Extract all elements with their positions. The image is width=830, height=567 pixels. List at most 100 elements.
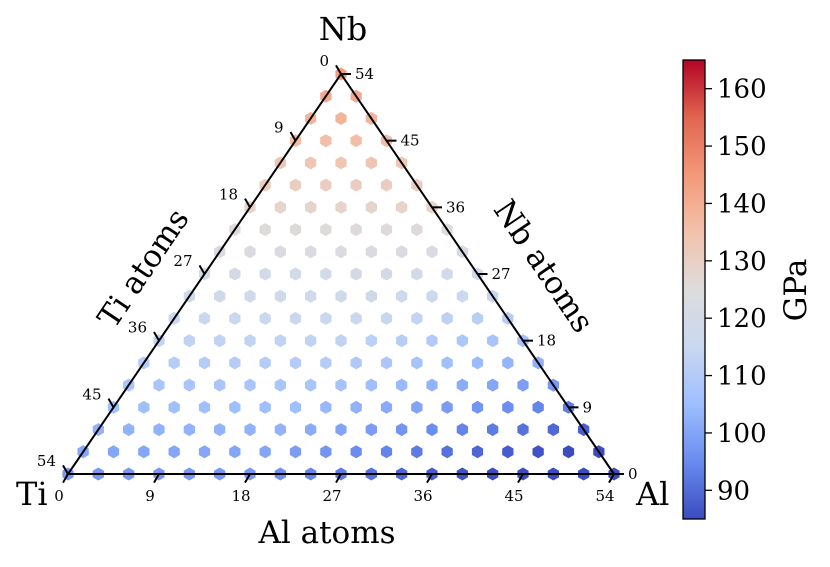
hex-cell <box>320 400 332 414</box>
hex-cell <box>350 178 362 192</box>
tick-label-al-atoms: 36 <box>413 487 432 505</box>
hex-cell <box>244 289 256 303</box>
hex-cell <box>320 267 332 281</box>
hex-cell <box>335 156 347 170</box>
hex-cell <box>259 356 271 370</box>
hex-cell <box>517 423 529 437</box>
hex-cell <box>198 356 211 370</box>
hex-cell <box>229 400 241 414</box>
hex-cell <box>365 200 377 214</box>
hex-cell <box>198 311 211 325</box>
hex-cell <box>198 445 211 459</box>
hex-cell <box>214 378 226 392</box>
hex-cell <box>411 356 423 370</box>
hex-cell <box>274 334 286 348</box>
hex-cell <box>335 245 347 259</box>
hex-cell <box>350 134 362 148</box>
colorbar-tick-label: 90 <box>717 476 750 506</box>
hex-cell <box>456 289 468 303</box>
hex-cell <box>168 400 180 414</box>
hex-cell <box>320 311 332 325</box>
tick-label-al-atoms: 27 <box>322 487 341 505</box>
hex-cell <box>335 334 347 348</box>
colorbar-tick-label: 160 <box>717 75 767 105</box>
tick-label-ti-atoms: 45 <box>82 385 101 403</box>
corner-label-ti: Ti <box>16 475 48 513</box>
hex-cell <box>274 289 286 303</box>
hex-cell <box>107 445 120 459</box>
hex-cell <box>396 200 408 214</box>
hex-cell <box>198 400 211 414</box>
hex-cell <box>365 156 377 170</box>
hex-cell <box>471 311 484 325</box>
hex-cell <box>244 334 256 348</box>
hex-cell <box>289 445 302 459</box>
hex-cell <box>562 445 575 459</box>
tick-ti-atoms <box>335 64 342 75</box>
hex-cell <box>153 423 165 437</box>
hex-cell <box>320 134 332 148</box>
hex-cell <box>244 245 256 259</box>
hex-cell <box>396 378 408 392</box>
hex-cell <box>426 289 438 303</box>
hex-cell <box>153 378 165 392</box>
hex-cell <box>411 445 423 459</box>
hex-cell <box>380 400 393 414</box>
colorbar-tick-label: 150 <box>717 132 767 162</box>
hex-cell <box>396 423 408 437</box>
tick-al-atoms <box>62 473 69 484</box>
hex-cell <box>426 334 438 348</box>
hex-cell <box>320 178 332 192</box>
hex-cell <box>289 223 302 237</box>
tick-label-al-atoms: 54 <box>595 487 614 505</box>
axis-title-al-atoms: Al atoms <box>257 515 395 551</box>
hex-cell <box>411 267 423 281</box>
hex-cell <box>502 445 514 459</box>
tick-ti-atoms <box>107 398 115 408</box>
tick-label-nb-atoms: 27 <box>492 265 511 283</box>
hex-cell <box>259 223 271 237</box>
hex-cell <box>380 445 393 459</box>
hex-cell <box>441 311 453 325</box>
hex-cell <box>305 200 317 214</box>
tick-label-ti-atoms: 54 <box>37 452 56 470</box>
hex-cell <box>426 245 438 259</box>
hex-cell <box>305 378 317 392</box>
hex-cell <box>168 356 180 370</box>
hex-cell <box>259 311 271 325</box>
hex-cell <box>274 423 286 437</box>
hex-cell <box>305 423 317 437</box>
tick-ti-atoms <box>289 131 297 142</box>
hex-cell <box>380 178 393 192</box>
tick-label-nb-atoms: 54 <box>355 65 374 83</box>
colorbar-tick-label: 110 <box>717 362 767 392</box>
tick-label-ti-atoms: 0 <box>319 52 329 70</box>
hex-cell <box>350 445 362 459</box>
hex-cell <box>244 423 256 437</box>
tick-layer: 0 9 18 27 36 45 54 0 9 18 27 36 45 54 0 9 18 27 36 45 54 <box>37 52 638 505</box>
hex-cell <box>335 423 347 437</box>
hex-cell <box>411 400 423 414</box>
hex-cell <box>259 400 271 414</box>
tick-label-ti-atoms: 36 <box>128 319 147 337</box>
hex-cell <box>502 400 514 414</box>
tick-label-nb-atoms: 18 <box>537 332 556 350</box>
tick-label-al-atoms: 18 <box>231 487 250 505</box>
hex-cell <box>517 378 529 392</box>
hex-cell <box>274 378 286 392</box>
hex-cell <box>365 378 377 392</box>
hex-cell <box>441 267 453 281</box>
hex-cell <box>289 267 302 281</box>
tick-label-al-atoms: 9 <box>145 487 155 505</box>
hex-cell <box>289 400 302 414</box>
tick-al-atoms <box>426 473 433 484</box>
hex-cell <box>365 334 377 348</box>
tick-al-atoms <box>153 473 160 484</box>
corner-label-al: Al <box>635 475 669 513</box>
hex-cell <box>365 289 377 303</box>
hex-cell <box>487 334 499 348</box>
hex-cell <box>441 445 453 459</box>
hex-cell <box>138 445 150 459</box>
hex-cell <box>183 334 195 348</box>
